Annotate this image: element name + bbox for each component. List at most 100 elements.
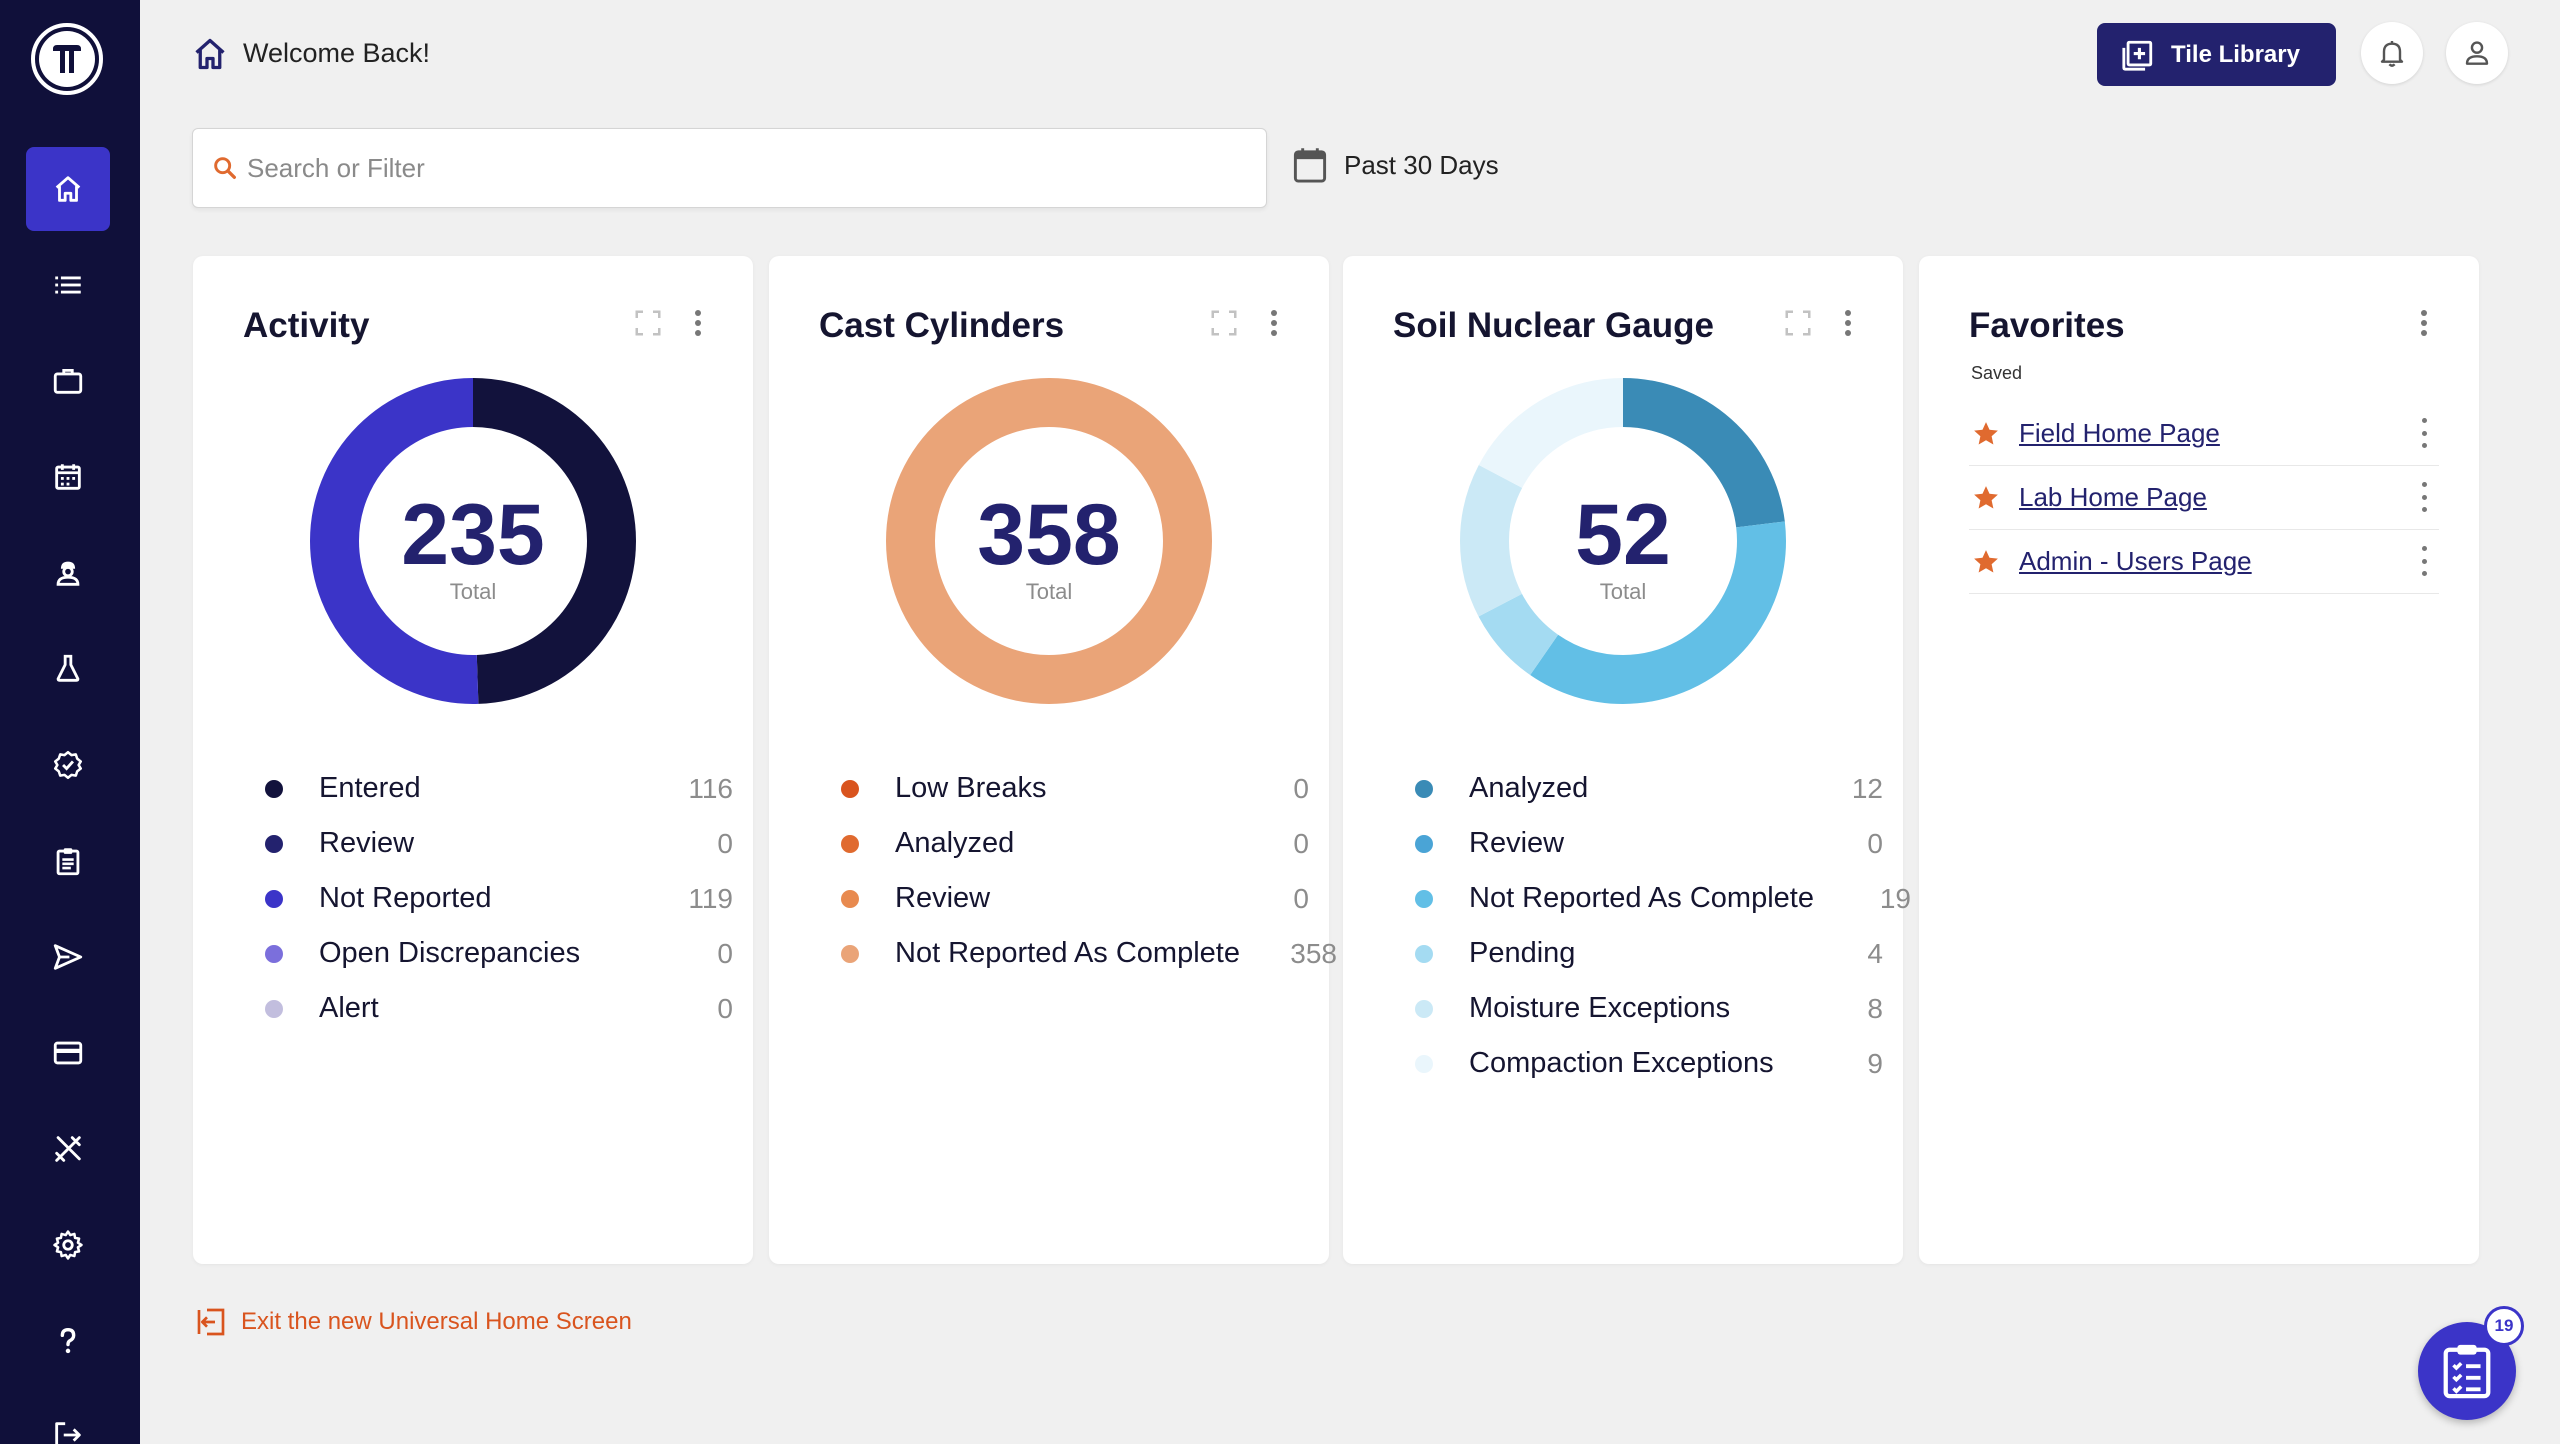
logout-icon — [55, 1422, 81, 1444]
legend-item[interactable]: Review 0 — [839, 871, 1309, 926]
tools-icon — [55, 1136, 81, 1162]
favorite-link[interactable]: Admin - Users Page — [2019, 546, 2252, 576]
user-profile-button[interactable] — [2446, 22, 2508, 84]
legend-item[interactable]: Analyzed 0 — [839, 816, 1309, 871]
expand-icon[interactable] — [1783, 308, 1813, 338]
sidebar-item-calendar[interactable] — [26, 435, 110, 519]
favorite-link[interactable]: Field Home Page — [2019, 418, 2220, 448]
tasks-count-badge: 19 — [2484, 1306, 2524, 1346]
cast-cylinders-legend: Low Breaks 0 Analyzed 0 Review 0 Not Report… — [839, 761, 1337, 981]
donut-total-label: Total — [450, 579, 496, 604]
legend-item[interactable]: Low Breaks 0 — [839, 761, 1309, 816]
search-bar — [192, 128, 1267, 208]
legend-value: 8 — [1867, 992, 1883, 1024]
legend-label: Open Discrepancies — [319, 937, 581, 969]
sidebar-item-logout[interactable] — [26, 1393, 110, 1444]
card-menu-button[interactable] — [1838, 306, 1858, 340]
sidebar-item-list[interactable] — [26, 243, 110, 327]
legend-label: Not Reported — [319, 882, 492, 914]
tile-library-button[interactable]: Tile Library — [2097, 23, 2336, 86]
legend-value: 0 — [1867, 827, 1883, 859]
sidebar-item-home[interactable] — [26, 147, 110, 231]
clipboard-checklist-icon — [2443, 1344, 2491, 1399]
briefcase-icon — [53, 368, 83, 394]
legend-dot — [265, 834, 283, 853]
notifications-button[interactable] — [2361, 22, 2423, 84]
legend-label: Review — [895, 882, 991, 914]
favorite-menu-button[interactable] — [2417, 418, 2431, 448]
star-icon — [1974, 485, 1998, 508]
expand-icon[interactable] — [1209, 308, 1239, 338]
legend-label: Entered — [319, 772, 421, 804]
legend-item[interactable]: Open Discrepancies 0 — [263, 926, 733, 981]
legend-item[interactable]: Pending 4 — [1413, 926, 1883, 981]
favorites-card: Favorites Saved Field Home Page Lab Home… — [1919, 256, 2479, 1264]
legend-value: 9 — [1867, 1047, 1883, 1079]
legend-label: Analyzed — [1469, 772, 1589, 804]
favorites-subtitle: Saved — [1971, 363, 2023, 383]
calendar-icon — [1293, 148, 1327, 183]
exit-universal-home-link[interactable]: Exit the new Universal Home Screen — [195, 1306, 632, 1338]
sidebar-item-tools[interactable] — [26, 1107, 110, 1191]
person-icon — [56, 561, 80, 586]
legend-item[interactable]: Moisture Exceptions 8 — [1413, 981, 1883, 1036]
legend-label: Low Breaks — [895, 772, 1047, 804]
legend-item[interactable]: Entered 116 — [263, 761, 733, 816]
card-title: Soil Nuclear Gauge — [1393, 306, 1714, 345]
sidebar-item-approvals[interactable] — [26, 723, 110, 807]
help-icon — [60, 1327, 76, 1354]
sidebar-item-send[interactable] — [26, 915, 110, 999]
legend-value: 0 — [717, 992, 733, 1024]
favorite-menu-button[interactable] — [2417, 482, 2431, 512]
flask-icon — [56, 654, 80, 682]
sidebar-item-projects[interactable] — [26, 339, 110, 423]
legend-item[interactable]: Not Reported 119 — [263, 871, 733, 926]
legend-value: 4 — [1867, 937, 1883, 969]
activity-legend: Entered 116 Review 0 Not Reported 119 Open … — [263, 761, 733, 1036]
card-menu-button[interactable] — [2414, 306, 2434, 340]
sidebar-item-billing[interactable] — [26, 1011, 110, 1095]
favorite-item: Lab Home Page — [1969, 466, 2439, 530]
legend-value: 19 — [1879, 882, 1911, 914]
soil-nuclear-gauge-card: Soil Nuclear Gauge 52 Total Analyzed 12 R… — [1343, 256, 1911, 1264]
sidebar-item-personnel[interactable] — [26, 531, 110, 615]
favorite-link[interactable]: Lab Home Page — [2019, 482, 2207, 512]
legend-item[interactable]: Review 0 — [1413, 816, 1883, 871]
search-input[interactable] — [247, 152, 1147, 184]
cast-cylinders-card: Cast Cylinders 358 Total Low Breaks 0 Ana… — [769, 256, 1337, 1264]
legend-dot — [841, 889, 859, 908]
legend-label: Analyzed — [895, 827, 1015, 859]
welcome-message: Welcome Back! — [243, 38, 431, 68]
legend-value: 0 — [1293, 882, 1309, 914]
legend-item[interactable]: Alert 0 — [263, 981, 733, 1036]
donut-segment-moisture-exceptions — [1460, 378, 1786, 704]
exit-icon — [197, 1308, 225, 1336]
soil-nuclear-gauge-donut-chart: 52 Total — [1460, 378, 1786, 704]
date-range-selector[interactable]: Past 30 Days — [1292, 146, 1499, 184]
sidebar-item-help[interactable] — [26, 1299, 110, 1383]
legend-item[interactable]: Not Reported As Complete 19 — [1413, 871, 1911, 926]
legend-dot — [1415, 999, 1433, 1018]
card-menu-button[interactable] — [688, 306, 708, 340]
expand-icon[interactable] — [633, 308, 663, 338]
credit-card-icon — [53, 1041, 83, 1065]
legend-dot — [265, 779, 283, 798]
legend-label: Review — [319, 827, 415, 859]
legend-item[interactable]: Review 0 — [263, 816, 733, 871]
gear-icon — [53, 1230, 83, 1260]
home-icon — [195, 38, 225, 70]
donut-total: 52 — [1575, 487, 1671, 583]
sidebar-item-lab[interactable] — [26, 627, 110, 711]
card-menu-button[interactable] — [1264, 306, 1284, 340]
favorite-item: Field Home Page — [1969, 402, 2439, 466]
legend-item[interactable]: Not Reported As Complete 358 — [839, 926, 1337, 981]
favorite-menu-button[interactable] — [2417, 546, 2431, 576]
logo[interactable] — [31, 23, 103, 95]
legend-value: 116 — [688, 772, 733, 804]
sidebar-item-reports[interactable] — [26, 819, 110, 903]
legend-value: 0 — [1293, 827, 1309, 859]
card-title: Activity — [243, 306, 370, 345]
sidebar-item-settings[interactable] — [26, 1203, 110, 1287]
legend-item[interactable]: Compaction Exceptions 9 — [1413, 1036, 1883, 1091]
legend-item[interactable]: Analyzed 12 — [1413, 761, 1883, 816]
